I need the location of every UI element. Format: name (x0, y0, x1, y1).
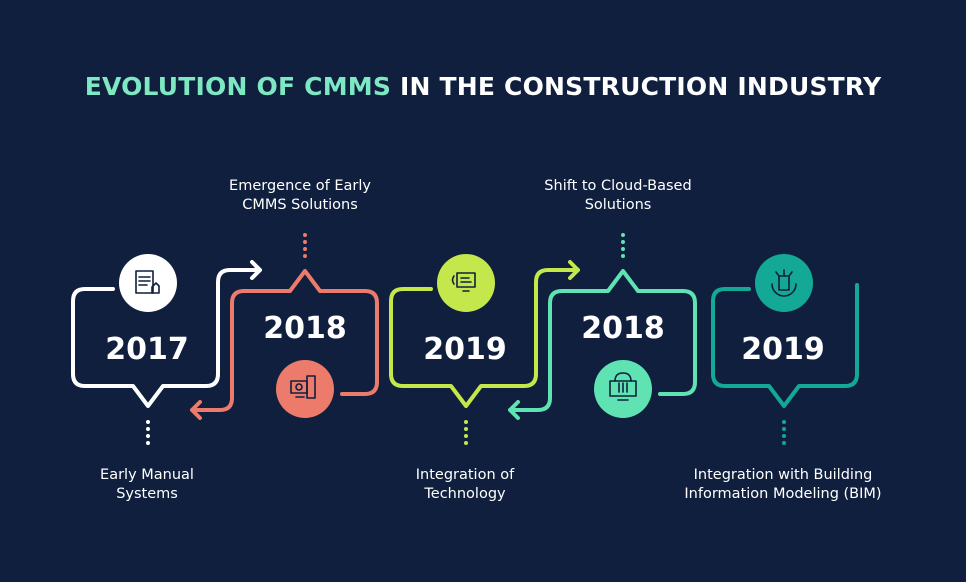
cloud-monitor-icon (609, 372, 637, 401)
stage-label-2017: Early Manual Systems (37, 466, 257, 504)
stage-2018 (190, 233, 379, 420)
timeline-connector (711, 283, 859, 408)
title-rest: IN THE CONSTRUCTION INDUSTRY (391, 72, 882, 101)
label-line: Early Manual (100, 467, 194, 483)
label-line: CMMS Solutions (242, 197, 358, 213)
label-line: Integration of (415, 467, 515, 483)
building-gear-icon (771, 269, 797, 297)
circle-dot (755, 254, 813, 312)
label-line: Technology (424, 486, 506, 502)
label-line: Integration with Building (693, 467, 873, 483)
stage-2019 (389, 254, 580, 448)
timeline-connector (190, 269, 379, 420)
document-hand-icon (135, 270, 160, 294)
stage-2018-cloud (508, 233, 697, 420)
monitor-circuit-icon (451, 272, 476, 292)
title-highlight: EVOLUTION OF CMMS (84, 72, 392, 101)
label-line: Solutions (584, 197, 652, 213)
stage-label-2018-cloud: Shift to Cloud-Based Solutions (508, 177, 728, 215)
label-line: Emergence of Early (229, 178, 371, 194)
stage-label-2019-bim: Integration with Building Information Mod… (653, 466, 913, 504)
circle-dot (276, 360, 334, 418)
stage-label-2019: Integration of Technology (355, 466, 575, 504)
timeline-connector (508, 269, 697, 420)
label-line: Shift to Cloud-Based (544, 178, 692, 194)
year-2019: 2019 (423, 332, 507, 367)
label-line: Information Modeling (BIM) (684, 486, 882, 502)
timeline-connector (71, 260, 262, 408)
computer-gear-icon (290, 375, 316, 399)
year-2018-cloud: 2018 (581, 311, 665, 346)
circle-dot (437, 254, 495, 312)
timeline-connector (389, 260, 580, 408)
stage-2017 (71, 254, 262, 448)
page-title: EVOLUTION OF CMMS IN THE CONSTRUCTION IN… (0, 72, 966, 101)
year-2017: 2017 (105, 332, 189, 367)
stage-2019-bim (711, 254, 859, 448)
stage-label-2018: Emergence of Early CMMS Solutions (190, 177, 410, 215)
year-2019-bim: 2019 (741, 332, 825, 367)
label-line: Systems (116, 486, 178, 502)
circle-dot (119, 254, 177, 312)
year-2018: 2018 (263, 311, 347, 346)
